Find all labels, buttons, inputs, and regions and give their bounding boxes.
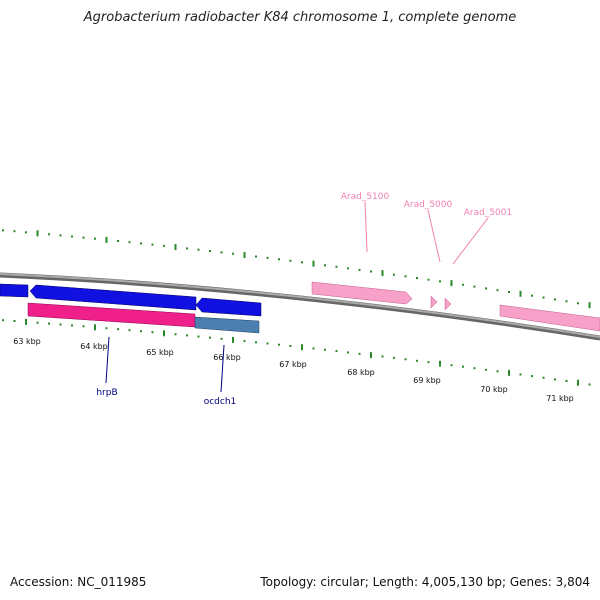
left-strand-gene-1[interactable] [0, 283, 29, 298]
right-pink-gene[interactable] [499, 304, 600, 332]
arad-5100-label: Arad_5100 [341, 192, 390, 202]
tick-label-70: 70 kbp [480, 385, 508, 394]
hrpB-label: hrpB [96, 388, 117, 398]
tick-label-63: 63 kbp [13, 337, 41, 346]
arad-5100-gene[interactable] [311, 281, 413, 305]
ocdch1-gene[interactable] [194, 316, 260, 334]
arad-5000-gene[interactable] [430, 295, 438, 309]
tick-label-71: 71 kbp [546, 394, 574, 403]
tick-label-66: 66 kbp [213, 353, 241, 362]
tick-label-67: 67 kbp [279, 360, 307, 369]
arad-5000-label: Arad_5000 [404, 200, 453, 210]
arad-5000-leader [427, 209, 441, 263]
arad-5001-leader [452, 217, 489, 265]
map-title: Agrobacterium radiobacter K84 chromosome… [83, 10, 517, 25]
genome-summary-text: Topology: circular; Length: 4,005,130 bp… [260, 575, 590, 589]
inner-tick-row [2, 318, 591, 386]
arad-5001-label: Arad_5001 [464, 208, 513, 218]
hrpB-leader [105, 336, 110, 384]
genome-backbone-highlight [0, 273, 600, 338]
arad-5100-leader [364, 201, 368, 253]
accession-text: Accession: NC_011985 [10, 575, 147, 589]
ocdch1-leader [220, 344, 225, 393]
ocdch1-region-top[interactable] [195, 297, 262, 317]
ocdch1-label: ocdch1 [204, 397, 237, 407]
tick-label-68: 68 kbp [347, 368, 375, 377]
outer-tick-row [2, 229, 591, 309]
tick-label-65: 65 kbp [146, 348, 174, 357]
hrpB-gene[interactable] [29, 284, 197, 311]
tick-label-69: 69 kbp [413, 376, 441, 385]
arad-5001-gene[interactable] [444, 297, 452, 311]
tick-label-64: 64 kbp [80, 342, 108, 351]
